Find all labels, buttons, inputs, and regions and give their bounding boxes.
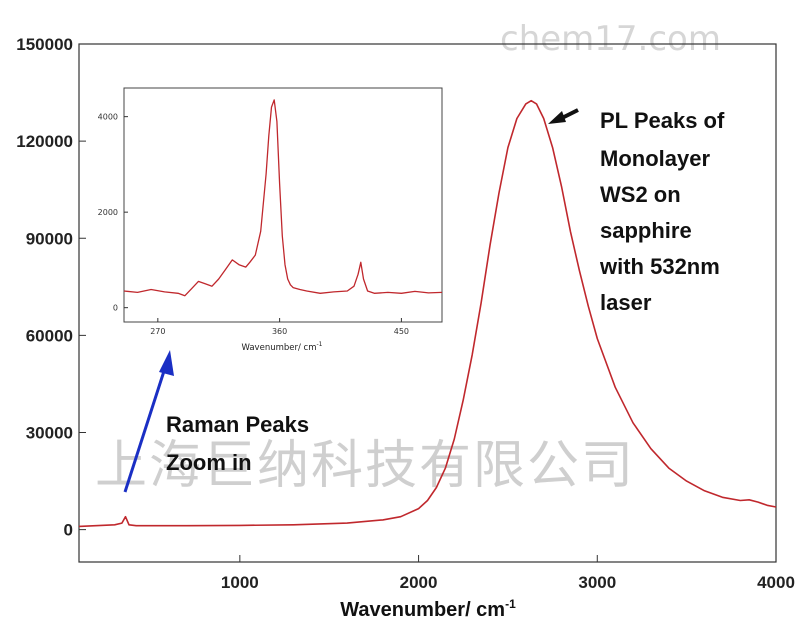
inset-y-tick-label: 2000 [98,208,118,217]
main-x-tick-label: 3000 [578,573,616,592]
main-y-axis: 0 30000 60000 90000 120000 150000 [16,35,86,540]
inset-series-line [123,99,443,297]
raman-annotation-line-2: Zoom in [166,450,252,475]
inset-background [122,86,444,324]
inset-x-tick-label: 450 [394,327,409,336]
inset-x-axis-label-text: Wavenumber/ cm [241,343,316,353]
main-y-tick-label: 150000 [16,35,73,54]
main-series-group [78,99,777,528]
inset-series-group [123,99,443,297]
inset-y-tick-label: 4000 [98,113,118,122]
main-y-tick-label: 120000 [16,132,73,151]
main-x-tick-label: 1000 [221,573,259,592]
main-x-tick-label: 4000 [757,573,795,592]
inset-x-axis-label: Wavenumber/ cm-1 [241,341,322,353]
main-series-line [78,99,777,528]
main-plot-frame [78,43,777,563]
pl-annotation-line-3: WS2 on [600,182,681,207]
pl-annotation-line-1: PL Peaks of [600,108,725,133]
main-x-axis: 1000 2000 3000 4000 [221,555,795,592]
main-y-tick-label: 60000 [26,326,73,345]
inset-plot-frame [123,87,443,323]
pl-arrow-head [548,111,566,124]
pl-annotation-line-2: Monolayer [600,146,710,171]
main-y-tick-label: 90000 [26,229,73,248]
main-x-axis-label-sup: -1 [505,597,516,611]
main-y-tick-label: 30000 [26,424,73,443]
main-x-axis-label: Wavenumber/ cm-1 [340,597,516,621]
main-x-axis-label-text: Wavenumber/ cm [340,599,505,621]
pl-annotation-line-6: laser [600,290,652,315]
inset-x-tick-label: 360 [272,327,287,336]
main-x-tick-label: 2000 [400,573,438,592]
inset-y-tick-label: 0 [113,304,118,313]
raman-arrow-shaft [123,367,167,493]
inset-y-axis: 0 2000 4000 [98,113,128,313]
pl-annotation-line-5: with 532nm [599,254,720,279]
raman-arrow-head [159,350,174,376]
watermark-center: 上海巨纳科技有限公司 [95,436,635,496]
inset-x-axis-label-sup: -1 [317,341,323,348]
raman-annotation-line-1: Raman Peaks [166,412,309,437]
pl-annotation-line-4: sapphire [600,218,692,243]
watermark-top: chem17.com [500,19,721,59]
inset-x-tick-label: 270 [150,327,165,336]
main-y-tick-label: 0 [64,521,73,540]
inset-x-axis: 270 360 450 [150,318,409,336]
